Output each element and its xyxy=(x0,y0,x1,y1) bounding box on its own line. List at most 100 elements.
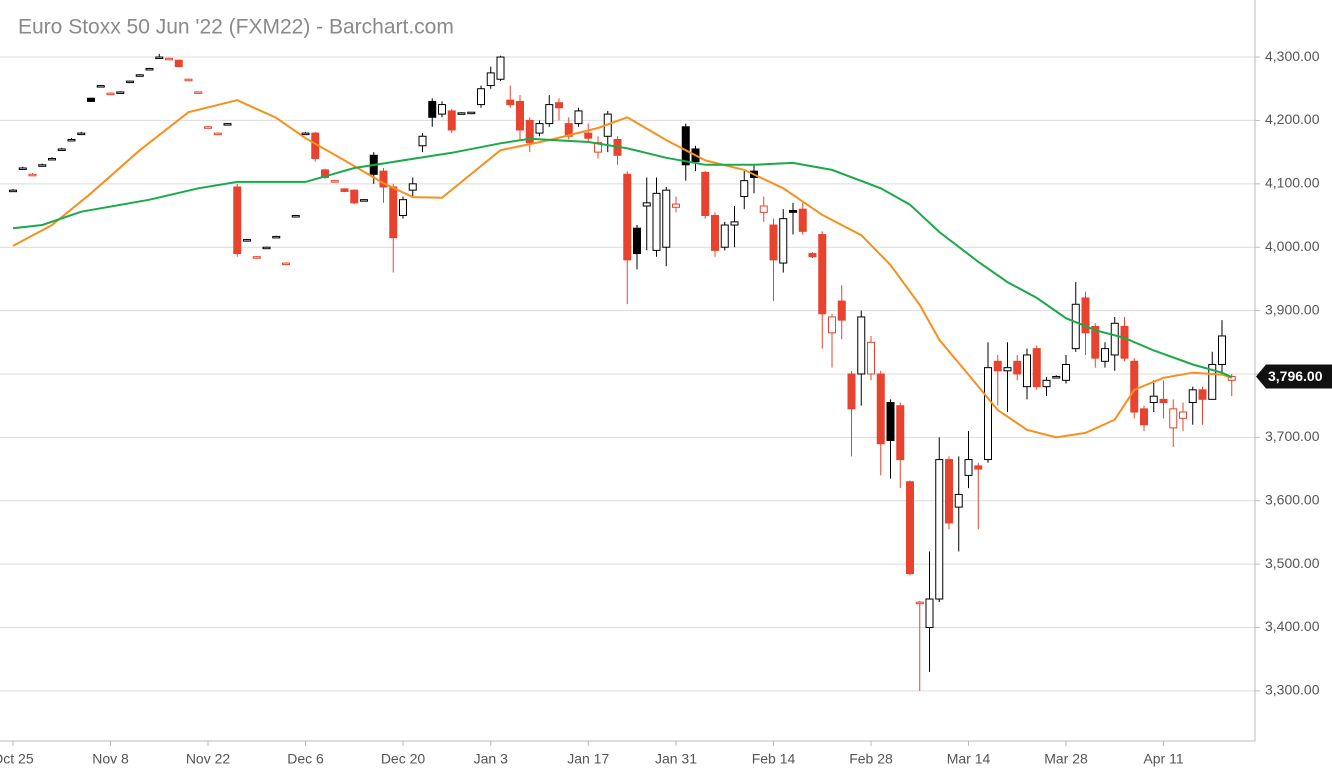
candle-body xyxy=(964,459,973,476)
candle-body xyxy=(145,67,154,71)
moving-average-line xyxy=(12,137,1233,379)
candle-body xyxy=(1208,363,1217,400)
candle-body xyxy=(535,123,544,134)
last-price-tag xyxy=(1256,364,1332,389)
candle-body xyxy=(555,102,563,109)
candle-body xyxy=(1091,325,1100,359)
candle-body xyxy=(28,173,37,177)
candle-body xyxy=(447,110,456,131)
x-tick-label: Dec 20 xyxy=(381,751,426,767)
candle-body xyxy=(1218,335,1226,365)
candle-body xyxy=(48,157,56,161)
candle-body xyxy=(360,199,368,202)
x-tick-label: Nov 22 xyxy=(186,751,231,767)
candle-body xyxy=(18,167,27,170)
x-tick-label: Oct 25 xyxy=(0,751,34,767)
last-price-label: 3,796.00 xyxy=(1268,368,1323,384)
candle-body xyxy=(847,373,856,410)
candle-body xyxy=(282,262,290,266)
x-tick-label: Feb 28 xyxy=(849,751,893,767)
y-tick-label: 4,000.00 xyxy=(1265,238,1320,254)
candle-body xyxy=(642,202,651,207)
candle-body xyxy=(769,224,778,261)
candle-body xyxy=(1140,408,1148,426)
candle-body xyxy=(126,80,134,84)
candle-body xyxy=(623,173,632,261)
y-tick-label: 3,600.00 xyxy=(1265,491,1320,507)
candle-body xyxy=(818,234,827,315)
candle-body xyxy=(681,126,690,166)
x-tick-label: Mar 14 xyxy=(947,751,991,767)
candle-body xyxy=(243,239,251,242)
y-tick-label: 3,300.00 xyxy=(1265,682,1320,698)
x-tick-label: Jan 31 xyxy=(655,751,697,767)
candle-body xyxy=(1003,367,1012,372)
candle-body xyxy=(1179,411,1187,419)
candle-body xyxy=(1149,395,1158,404)
candle-body xyxy=(993,360,1002,372)
candle-body xyxy=(321,169,329,178)
candle-body xyxy=(1198,389,1207,400)
candle-body xyxy=(67,138,76,142)
candle-body xyxy=(204,126,212,129)
candle-body xyxy=(506,99,515,106)
candle-body xyxy=(223,123,232,126)
candle-body xyxy=(340,188,349,192)
candle-body xyxy=(925,598,934,629)
candle-body xyxy=(789,209,797,213)
candle-body xyxy=(399,199,407,217)
candle-body xyxy=(272,235,281,239)
candle-body xyxy=(408,183,417,191)
candle-body xyxy=(857,316,866,375)
candle-body xyxy=(496,56,505,80)
candle-body xyxy=(184,78,193,82)
candle-body xyxy=(711,215,719,251)
candle-body xyxy=(701,171,710,217)
candle-body xyxy=(954,493,963,508)
candle-body xyxy=(1120,325,1129,359)
candle-body xyxy=(330,180,339,183)
moving-average-line xyxy=(12,99,1233,439)
x-tick-label: Feb 14 xyxy=(752,751,796,767)
candle-body xyxy=(662,189,671,248)
candle-body xyxy=(906,481,914,575)
candle-body xyxy=(135,74,144,77)
candle-body xyxy=(1062,363,1070,381)
candle-body xyxy=(233,186,242,255)
candle-body xyxy=(106,92,115,96)
candle-body xyxy=(174,59,183,68)
y-tick-label: 4,200.00 xyxy=(1265,111,1320,127)
candle-body xyxy=(457,112,466,115)
candle-body xyxy=(1032,348,1041,388)
candle-body xyxy=(213,132,222,136)
candle-body xyxy=(720,224,729,248)
y-tick-label: 3,900.00 xyxy=(1265,301,1320,317)
candle-body xyxy=(798,208,807,232)
candle-body xyxy=(1013,360,1022,375)
candle-body xyxy=(974,465,983,470)
candle-body xyxy=(428,100,437,118)
candle-body xyxy=(389,186,398,239)
x-tick-label: Jan 17 xyxy=(567,751,609,767)
x-tick-label: Jan 3 xyxy=(474,751,508,767)
candle-body xyxy=(935,459,944,600)
candle-body xyxy=(1130,360,1139,413)
candle-body xyxy=(945,459,953,524)
candle-body xyxy=(633,227,641,255)
x-tick-label: Apr 11 xyxy=(1143,751,1183,767)
candle-body xyxy=(808,253,817,258)
candle-body xyxy=(467,111,476,115)
candle-body xyxy=(486,72,495,87)
x-tick-label: Mar 28 xyxy=(1044,751,1088,767)
candle-body xyxy=(418,135,427,147)
candle-body xyxy=(1169,408,1178,429)
y-tick-label: 4,100.00 xyxy=(1265,175,1320,191)
candle-body xyxy=(1188,389,1197,404)
candle-body xyxy=(545,104,554,125)
x-tick-label: Dec 6 xyxy=(287,751,324,767)
candle-body xyxy=(1159,398,1168,404)
candle-body xyxy=(828,316,836,334)
candle-body xyxy=(116,91,125,94)
candle-body xyxy=(1081,297,1090,334)
